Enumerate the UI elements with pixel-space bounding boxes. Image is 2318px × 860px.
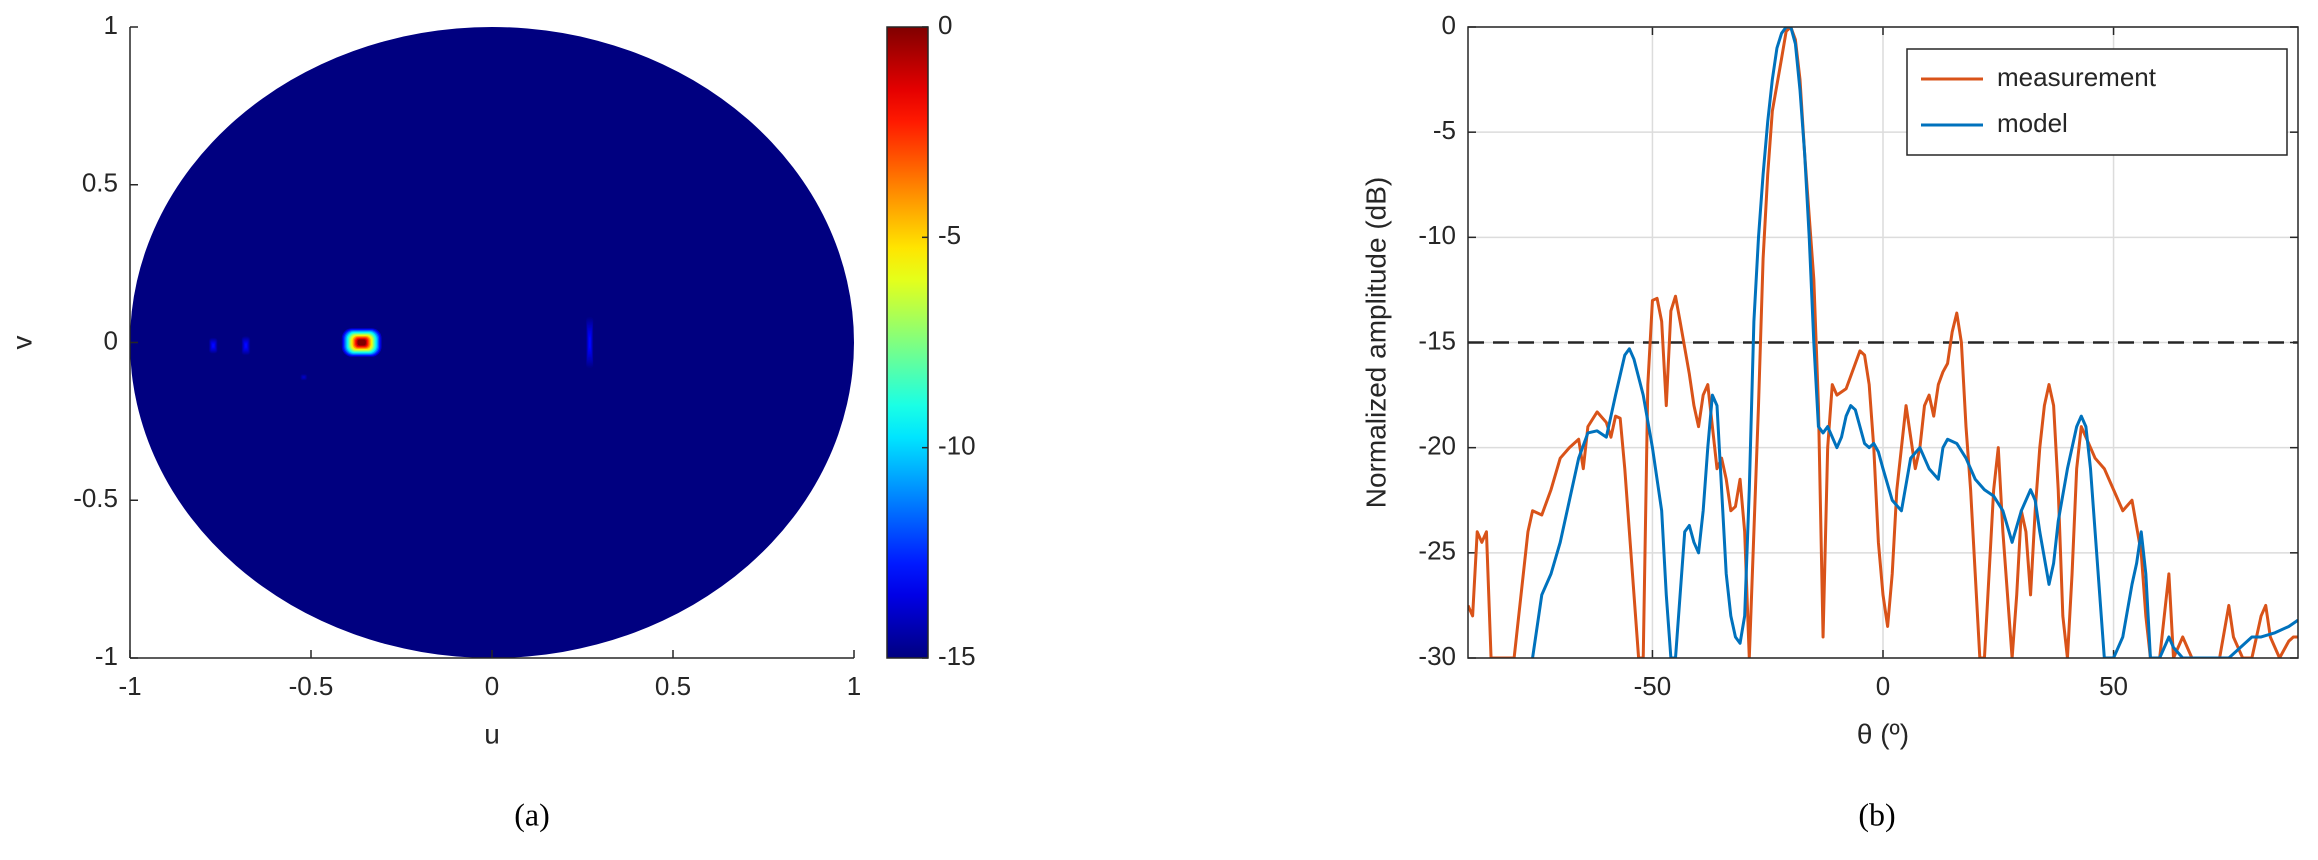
y-tick-label: -0.5 [73,483,118,513]
y-tick-label: 1 [104,10,118,40]
legend-label: model [1997,108,2068,138]
y-tick-label: -15 [1418,325,1456,355]
y-tick-label: 0 [104,325,118,355]
y-tick-label: 0 [1442,10,1456,40]
x-tick-label: 1 [847,671,861,701]
x-tick-label: 0 [1876,671,1890,701]
axes-box [1467,26,2299,659]
x-tick-label: 50 [2099,671,2128,701]
y-tick-label: -20 [1418,431,1456,461]
x-tick-label: 0 [485,671,499,701]
spot [357,339,366,346]
spot [244,343,247,348]
x-tick-label: 0.5 [655,671,691,701]
legend [1906,48,2288,156]
y-tick-label: -30 [1418,641,1456,671]
series-line [1531,27,2298,658]
spot [302,376,305,378]
x-tick-label: -0.5 [289,671,334,701]
spot [588,337,591,348]
y-axis-label: Normalized amplitude (dB) [1360,177,1391,508]
spot [212,343,215,348]
y-axis-label: v [6,336,37,350]
colorbar-tick-label: -10 [938,431,976,461]
x-tick-label: -1 [118,671,141,701]
x-tick-label: -50 [1634,671,1672,701]
y-tick-label: -10 [1418,220,1456,250]
x-axis-label: θ (º) [1857,718,1909,749]
y-tick-label: 0.5 [82,168,118,198]
colorbar-tick-label: -5 [938,220,961,250]
y-tick-label: -5 [1433,115,1456,145]
colorbar-tick-label: -15 [938,641,976,671]
field [130,27,854,658]
y-tick-label: -25 [1418,536,1456,566]
colorbar [886,26,929,659]
legend-label: measurement [1997,62,2157,92]
caption: (a) [514,796,550,832]
lines [1468,27,2298,658]
caption: (b) [1858,796,1895,832]
colorbar-tick-label: 0 [938,10,952,40]
x-axis-label: u [484,718,500,749]
y-tick-label: -1 [95,641,118,671]
series-line [1468,27,2298,658]
